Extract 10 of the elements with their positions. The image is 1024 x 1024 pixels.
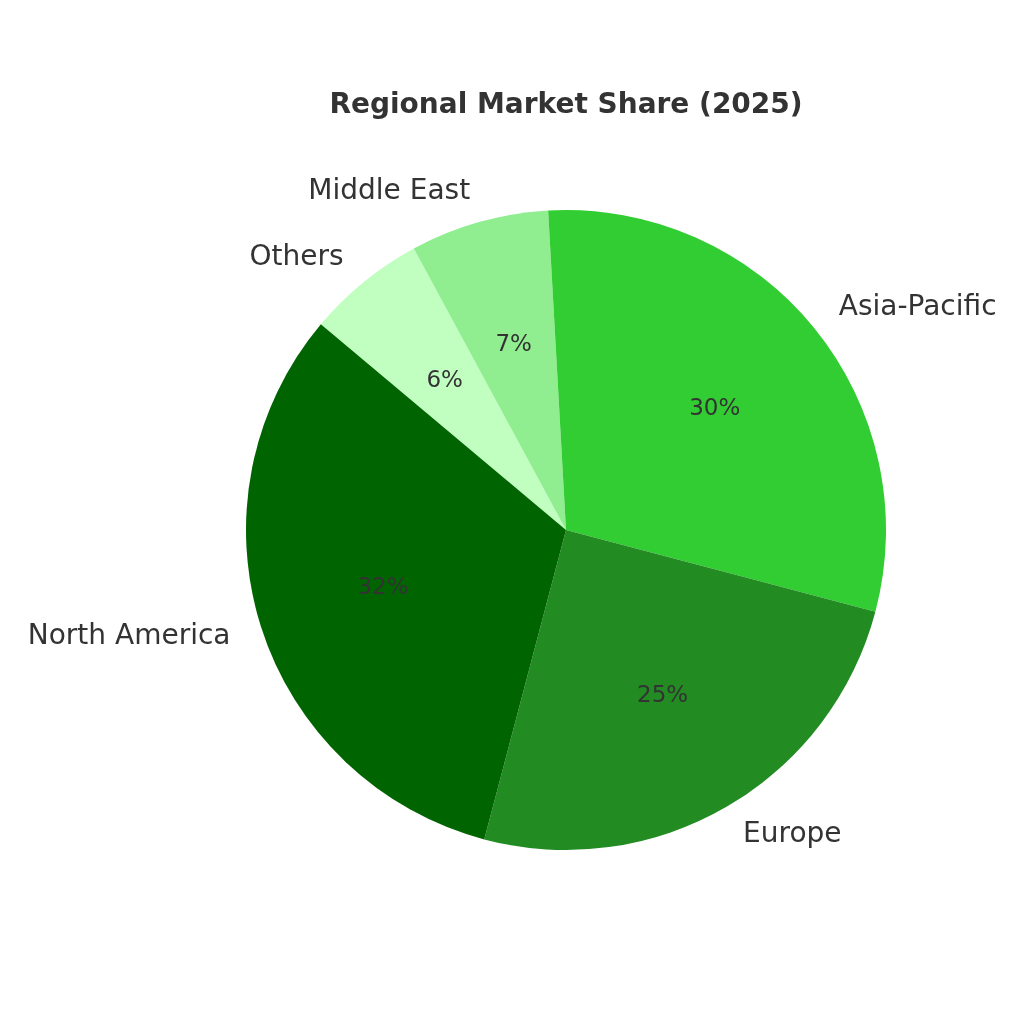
- chart-title: Regional Market Share (2025): [329, 87, 803, 121]
- slice-label: Europe: [743, 815, 842, 849]
- slice-label: North America: [27, 617, 231, 651]
- slice-label: Asia-Pacific: [838, 288, 997, 322]
- data-label: 7%: [495, 330, 532, 357]
- slice-label: Middle East: [308, 172, 471, 206]
- data-label: 6%: [426, 366, 463, 393]
- data-label: 30%: [689, 393, 741, 420]
- data-label: 25%: [637, 680, 689, 707]
- slice-label: Others: [249, 238, 344, 272]
